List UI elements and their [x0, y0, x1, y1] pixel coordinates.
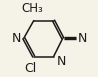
Text: Cl: Cl [24, 62, 37, 75]
Text: CH₃: CH₃ [21, 2, 43, 15]
Text: N: N [78, 32, 87, 45]
Text: N: N [57, 55, 66, 68]
Text: N: N [11, 32, 21, 45]
